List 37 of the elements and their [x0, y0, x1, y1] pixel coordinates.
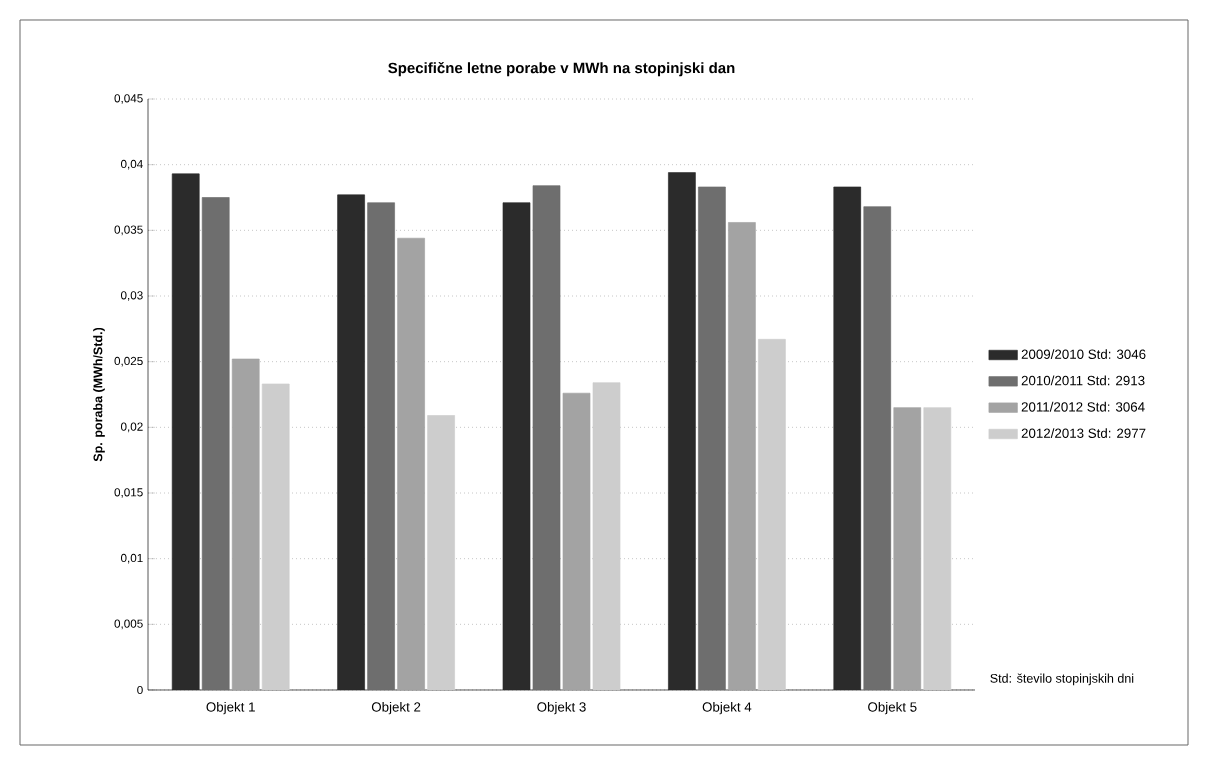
bar	[532, 185, 561, 690]
bar	[261, 383, 290, 690]
bar	[367, 202, 395, 690]
bar	[427, 415, 455, 690]
bar	[893, 407, 922, 690]
y-tick-label: 0,045	[114, 94, 143, 104]
legend-label: 2011/2012 Std: 3064	[1021, 401, 1145, 412]
x-tick-label: Objekt 4	[702, 701, 752, 715]
bar	[728, 222, 756, 690]
bar	[201, 197, 230, 690]
legend-label: 2009/2010 Std: 3046	[1021, 349, 1146, 359]
y-tick-label: 0	[137, 685, 143, 695]
y-tick-label: 0,04	[120, 159, 143, 170]
chart-title: Specifične letne porabe v MWh na stopinjski dan	[388, 61, 735, 77]
y-tick-label: 0,015	[114, 488, 143, 498]
y-axis-title: Sp. poraba (MWh/Std.)	[93, 327, 105, 462]
bar	[758, 339, 786, 690]
x-tick-label: Objekt 1	[206, 701, 255, 715]
y-tick-label: 0,02	[120, 422, 143, 433]
bar	[397, 237, 425, 690]
x-tick-label: Objekt 2	[371, 701, 421, 715]
bar	[698, 186, 726, 690]
legend-label: 2010/2011 Std: 2913	[1021, 375, 1145, 386]
bar	[863, 206, 892, 690]
bar	[923, 407, 952, 690]
bar	[562, 392, 591, 690]
y-tick-label: 0,01	[120, 553, 143, 564]
bar	[592, 382, 621, 690]
y-tick-label: 0,005	[114, 619, 143, 630]
bar	[231, 358, 260, 690]
legend-label: 2012/2013 Std: 2977	[1021, 428, 1146, 438]
y-tick-label: 0,03	[120, 291, 143, 301]
text: Std: število stopinjskih dni	[990, 673, 1134, 686]
y-tick-label: 0,025	[114, 356, 143, 367]
x-tick-label: Objekt 3	[537, 701, 586, 715]
y-tick-label: 0,035	[114, 225, 143, 236]
x-tick-label: Objekt 5	[868, 701, 917, 715]
